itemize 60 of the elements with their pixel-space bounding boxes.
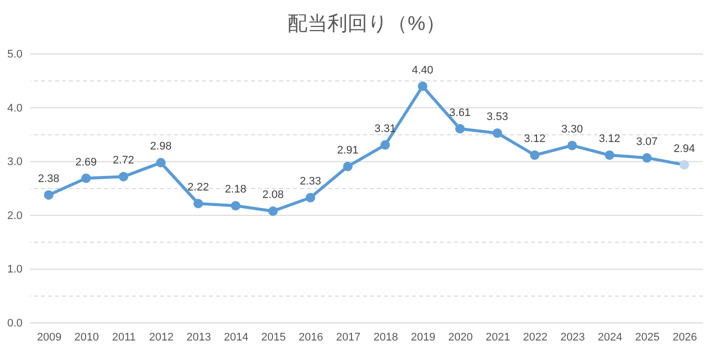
x-tick-label: 2023: [560, 332, 585, 344]
data-label: 2.33: [300, 176, 322, 188]
x-tick-label: 2024: [598, 332, 622, 344]
point: [194, 198, 203, 208]
data-label: 2.98: [150, 140, 172, 153]
x-tick-label: 2017: [336, 332, 361, 344]
x-tick-label: 2026: [672, 332, 698, 344]
point: [230, 200, 240, 210]
x-tick-label: 2011: [112, 332, 136, 344]
point: [268, 206, 278, 216]
data-label: 2.94: [674, 142, 696, 155]
y-tick-label: 1.0: [7, 264, 22, 276]
x-tick-label: 2022: [523, 332, 548, 344]
data-label: 2.08: [262, 189, 284, 202]
point: [492, 128, 502, 138]
data-label: 3.07: [636, 136, 658, 148]
data-label: 2.18: [224, 184, 246, 196]
chart-title: 配当利回り（%）: [288, 13, 446, 35]
x-tick-label: 2009: [36, 332, 62, 344]
point: [156, 158, 166, 168]
y-tick-label: 5.0: [7, 48, 22, 60]
x-tick-label: 2025: [635, 332, 660, 344]
data-label: 2.91: [337, 144, 359, 156]
data-label: 3.30: [561, 123, 583, 136]
point: [567, 140, 577, 150]
data-label: 3.12: [524, 133, 546, 146]
y-tick-label: 4.0: [7, 102, 22, 114]
data-label: 4.40: [412, 64, 434, 76]
data-label: 2.22: [188, 182, 209, 194]
point: [306, 192, 316, 202]
x-tick-label: 2019: [410, 332, 436, 344]
point: [455, 124, 465, 134]
x-tick-label: 2015: [261, 332, 286, 344]
x-tick-label: 2012: [149, 332, 174, 344]
point: [44, 190, 54, 200]
point: [418, 82, 428, 92]
x-tick-label: 2014: [224, 332, 248, 344]
point: [530, 150, 540, 160]
y-tick-label: 0.0: [7, 318, 22, 330]
x-tick-label: 2013: [186, 332, 211, 344]
point: [118, 172, 128, 182]
point: [680, 160, 690, 170]
data-label: 2.38: [38, 172, 60, 185]
x-tick-label: 2010: [74, 332, 99, 344]
y-tick-label: 2.0: [7, 210, 22, 222]
point: [343, 162, 353, 172]
data-label: 2.72: [112, 154, 134, 167]
data-label: 3.53: [486, 111, 508, 124]
x-tick-label: 2018: [373, 332, 398, 344]
x-tick-label: 2016: [298, 332, 324, 344]
data-label: 2.69: [75, 156, 97, 168]
data-label: 3.61: [449, 106, 471, 119]
point: [642, 153, 652, 163]
y-tick-label: 3.0: [7, 156, 22, 168]
point: [380, 140, 390, 150]
point: [604, 150, 614, 160]
point: [81, 174, 91, 184]
data-label: 3.12: [598, 133, 620, 146]
x-tick-label: 2020: [448, 332, 473, 344]
x-tick-label: 2021: [486, 332, 510, 344]
